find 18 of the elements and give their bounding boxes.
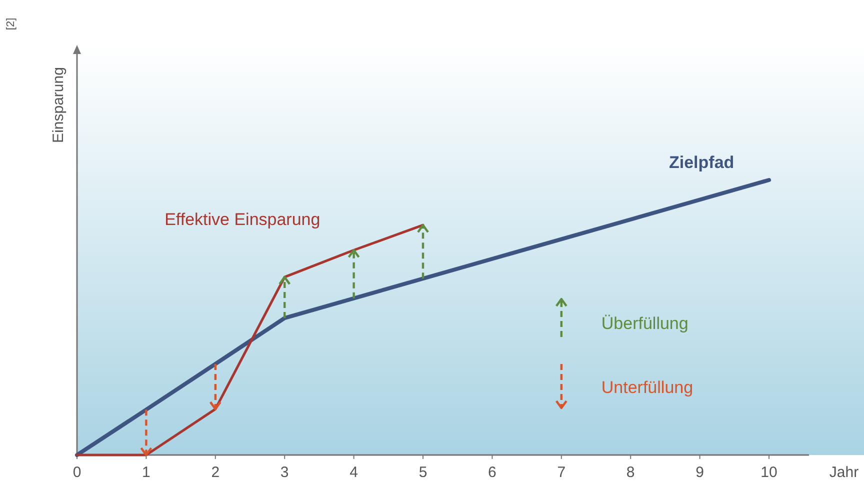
x-tick-label: 2 — [211, 464, 220, 481]
series-label: Zielpfad — [669, 153, 734, 172]
x-tick-label: 0 — [72, 464, 82, 481]
x-tick-label: 7 — [557, 464, 566, 481]
x-tick-label: 1 — [142, 464, 150, 481]
series-label: Effektive Einsparung — [164, 210, 320, 230]
x-tick-label: 10 — [760, 464, 778, 481]
x-tick-label: 8 — [626, 464, 635, 481]
annotation: Überfüllung — [601, 314, 688, 333]
x-tick-label: 9 — [696, 464, 704, 481]
text: [2] — [5, 18, 17, 30]
y-axis-title: Einsparung — [50, 67, 67, 143]
x-tick-label: 5 — [418, 464, 428, 481]
x-tick-label: 3 — [280, 464, 289, 481]
x-tick-label: 6 — [488, 464, 496, 481]
annotation: Unterfüllung — [601, 378, 694, 397]
x-axis-title: Jahr — [829, 464, 859, 481]
x-tick-label: 4 — [350, 464, 358, 481]
